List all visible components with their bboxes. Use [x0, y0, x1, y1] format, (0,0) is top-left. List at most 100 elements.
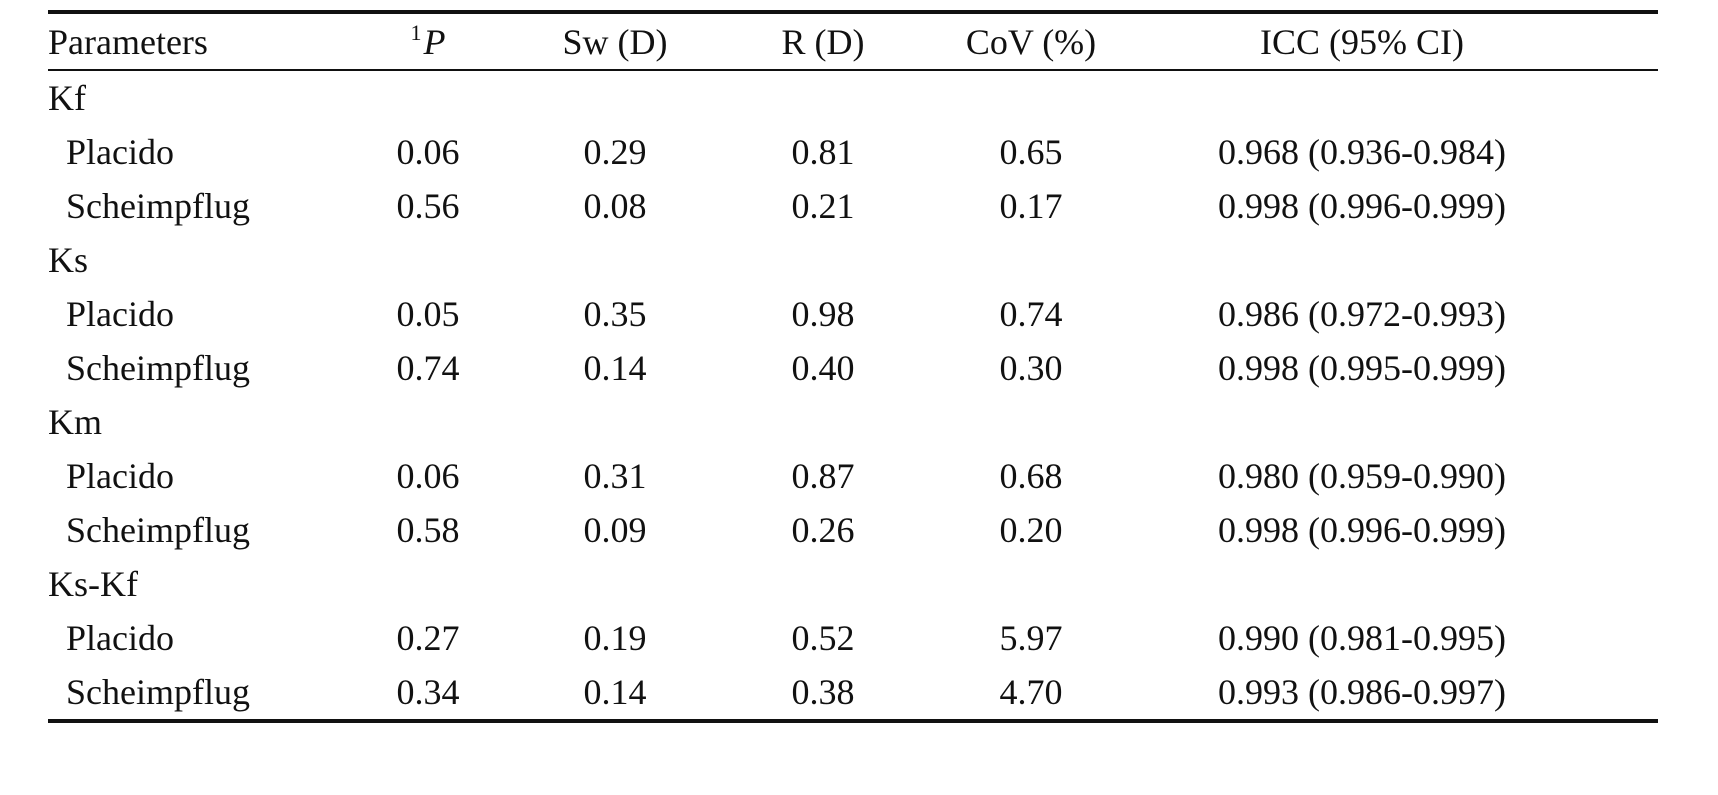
header-cov: CoV (%) [965, 21, 1097, 62]
icc-cell: 0.986 (0.972-0.993) [1218, 294, 1506, 334]
p-value-cell: 0.74 [396, 348, 460, 388]
sw-cell: 0.29 [583, 132, 647, 172]
r-cell: 0.87 [791, 456, 855, 496]
empty-cell [720, 395, 926, 449]
table-row: Scheimpflug 0.58 0.09 0.26 0.20 0.998 (0.996-… [48, 503, 1658, 557]
group-label: Ks [48, 240, 89, 280]
header-row: Parameters 1P Sw (D) R (D) CoV (%) ICC (… [48, 14, 1658, 69]
header-parameters: Parameters [48, 21, 208, 62]
method-cell: Placido [66, 618, 174, 658]
table-row: Scheimpflug 0.56 0.08 0.21 0.17 0.998 (0.996-… [48, 179, 1658, 233]
group-row: Ks-Kf [48, 557, 1658, 611]
header-p-superscript: 1 [410, 20, 422, 45]
method-cell: Placido [66, 132, 174, 172]
group-row: Km [48, 395, 1658, 449]
empty-cell [346, 395, 510, 449]
r-cell: 0.98 [791, 294, 855, 334]
p-value-cell: 0.34 [396, 672, 460, 712]
group-label: Kf [48, 78, 86, 118]
r-cell: 0.81 [791, 132, 855, 172]
empty-cell [720, 233, 926, 287]
sw-cell: 0.14 [583, 672, 647, 712]
p-value-cell: 0.27 [396, 618, 460, 658]
cov-cell: 5.97 [999, 618, 1063, 658]
sw-cell: 0.31 [583, 456, 647, 496]
empty-cell [1136, 557, 1658, 611]
header-p: 1P [346, 14, 510, 69]
empty-cell [926, 395, 1136, 449]
method-cell: Placido [66, 294, 174, 334]
p-value-cell: 0.06 [396, 132, 460, 172]
r-cell: 0.40 [791, 348, 855, 388]
cov-cell: 0.17 [999, 186, 1063, 226]
table-row: Scheimpflug 0.74 0.14 0.40 0.30 0.998 (0.995-… [48, 341, 1658, 395]
bottom-rule [48, 719, 1658, 723]
empty-cell [1136, 71, 1658, 125]
p-value-cell: 0.06 [396, 456, 460, 496]
table-row: Placido 0.05 0.35 0.98 0.74 0.986 (0.972-0.99… [48, 287, 1658, 341]
table-row: Placido 0.27 0.19 0.52 5.97 0.990 (0.981-0.99… [48, 611, 1658, 665]
empty-cell [510, 233, 720, 287]
sw-cell: 0.14 [583, 348, 647, 388]
table-row: Scheimpflug 0.34 0.14 0.38 4.70 0.993 (0.986-… [48, 665, 1658, 719]
method-cell: Scheimpflug [66, 186, 250, 226]
empty-cell [1136, 395, 1658, 449]
header-rule [48, 69, 1658, 71]
header-p-label: P [423, 22, 446, 62]
empty-cell [1136, 233, 1658, 287]
header-icc: ICC (95% CI) [1260, 21, 1464, 62]
cov-cell: 0.74 [999, 294, 1063, 334]
empty-cell [510, 71, 720, 125]
header-sw: Sw (D) [562, 21, 668, 62]
table-row: Placido 0.06 0.31 0.87 0.68 0.980 (0.959-0.99… [48, 449, 1658, 503]
group-row: Kf [48, 71, 1658, 125]
group-label: Km [48, 402, 102, 442]
p-value-cell: 0.58 [396, 510, 460, 550]
cov-cell: 0.30 [999, 348, 1063, 388]
method-cell: Placido [66, 456, 174, 496]
cov-cell: 4.70 [999, 672, 1063, 712]
method-cell: Scheimpflug [66, 510, 250, 550]
method-cell: Scheimpflug [66, 348, 250, 388]
group-row: Ks [48, 233, 1658, 287]
p-value-cell: 0.05 [396, 294, 460, 334]
icc-cell: 0.998 (0.995-0.999) [1218, 348, 1506, 388]
r-cell: 0.21 [791, 186, 855, 226]
data-table-body: Kf Placido 0.06 0.29 0.81 0.65 0.968 (0.936-0.… [48, 71, 1658, 719]
icc-cell: 0.998 (0.996-0.999) [1218, 186, 1506, 226]
empty-cell [346, 233, 510, 287]
data-table: Parameters 1P Sw (D) R (D) CoV (%) ICC (… [48, 14, 1658, 69]
empty-cell [720, 557, 926, 611]
icc-cell: 0.980 (0.959-0.990) [1218, 456, 1506, 496]
icc-cell: 0.990 (0.981-0.995) [1218, 618, 1506, 658]
sw-cell: 0.35 [583, 294, 647, 334]
cov-cell: 0.20 [999, 510, 1063, 550]
sw-cell: 0.08 [583, 186, 647, 226]
empty-cell [510, 395, 720, 449]
r-cell: 0.52 [791, 618, 855, 658]
cov-cell: 0.68 [999, 456, 1063, 496]
table-row: Placido 0.06 0.29 0.81 0.65 0.968 (0.936-0.98… [48, 125, 1658, 179]
table-body: Kf Placido 0.06 0.29 0.81 0.65 0.968 (0.936-0.… [48, 71, 1658, 719]
sw-cell: 0.09 [583, 510, 647, 550]
empty-cell [926, 233, 1136, 287]
empty-cell [346, 557, 510, 611]
empty-cell [510, 557, 720, 611]
group-label: Ks-Kf [48, 564, 138, 604]
empty-cell [926, 557, 1136, 611]
cov-cell: 0.65 [999, 132, 1063, 172]
r-cell: 0.38 [791, 672, 855, 712]
empty-cell [720, 71, 926, 125]
icc-cell: 0.993 (0.986-0.997) [1218, 672, 1506, 712]
p-value-cell: 0.56 [396, 186, 460, 226]
empty-cell [346, 71, 510, 125]
r-cell: 0.26 [791, 510, 855, 550]
empty-cell [926, 71, 1136, 125]
top-rule [48, 10, 1658, 14]
icc-cell: 0.968 (0.936-0.984) [1218, 132, 1506, 172]
method-cell: Scheimpflug [66, 672, 250, 712]
repeatability-table: Parameters 1P Sw (D) R (D) CoV (%) ICC (… [48, 10, 1658, 723]
icc-cell: 0.998 (0.996-0.999) [1218, 510, 1506, 550]
sw-cell: 0.19 [583, 618, 647, 658]
header-r: R (D) [781, 21, 865, 62]
